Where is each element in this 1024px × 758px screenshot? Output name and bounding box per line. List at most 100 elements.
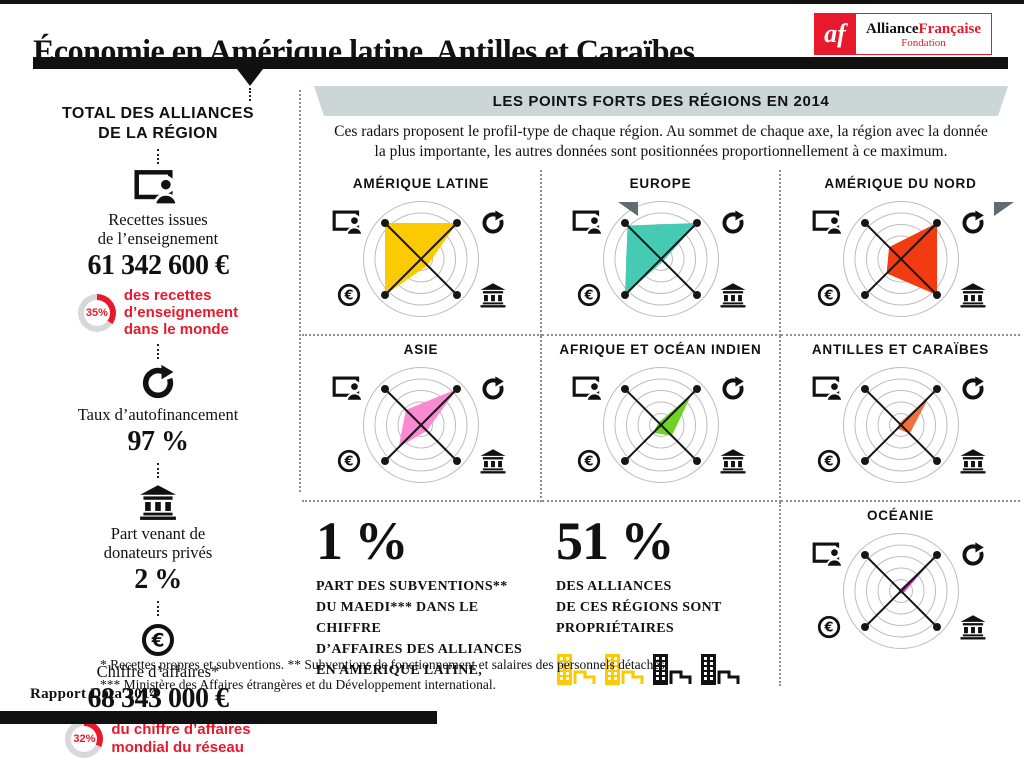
euro-icon: € (817, 284, 840, 307)
teaching-board-icon (572, 210, 603, 236)
radar-chart: € (781, 189, 1020, 334)
banner-description: Ces radars proposent le profil-type de c… (334, 123, 988, 161)
buildings-icon-row (556, 649, 773, 686)
donut-caption: du chiffre d’affaires mondial du réseau (111, 721, 251, 756)
radar-chart: € (781, 355, 1020, 500)
refresh-icon (134, 363, 182, 403)
top-rule (0, 0, 1024, 4)
stat-donut-row: 32% du chiffre d’affaires mondial du rés… (65, 719, 251, 758)
refresh-icon (482, 376, 504, 400)
refresh-icon (961, 210, 984, 234)
radar-cell-afrique-ocean-indien: AFRIQUE ET OCÉAN INDIEN € (542, 336, 781, 503)
header-rule-bar (33, 57, 1008, 69)
teaching-board-icon (134, 168, 182, 208)
stat-label: Taux d’autofinancement (77, 404, 239, 424)
logo-brand-name: AllianceFrançaise (866, 21, 981, 38)
svg-text:€: € (344, 455, 354, 470)
donut-label: 32% (73, 732, 96, 745)
dotted-connector (157, 600, 159, 616)
stat-donut-row: 35% des recettes d’enseignement dans le … (77, 286, 239, 339)
svg-text:€: € (583, 455, 593, 470)
section-banner-title: LES POINTS FORTS DES RÉGIONS EN 2014 (492, 92, 830, 110)
donut-35-pct: 35% (77, 293, 116, 332)
radar-chart: € (302, 189, 540, 334)
teaching-board-icon (812, 210, 843, 236)
svg-text:€: € (823, 455, 833, 470)
dotted-connector (157, 343, 159, 359)
dotted-connector (157, 149, 159, 164)
bank-icon (720, 449, 745, 474)
stat-value: 61 342 600 € (87, 249, 230, 281)
euro-icon: € (577, 450, 600, 473)
svg-text:€: € (823, 621, 833, 636)
building-icon (701, 654, 740, 686)
stat-value: 2 % (134, 563, 182, 595)
radar-cell-europe: EUROPE € (542, 170, 781, 337)
euro-icon: € (134, 620, 182, 660)
highlight-text: DES ALLIANCES DE CES RÉGIONS SONT PROPRI… (556, 579, 722, 637)
refresh-icon (961, 542, 984, 566)
refresh-icon (482, 210, 504, 234)
radar-cell-asie: ASIE € (302, 336, 542, 503)
stat-label: Chiffre d’affaires* (96, 661, 220, 681)
radar-chart: € (302, 355, 540, 500)
building-icon (605, 654, 644, 686)
svg-text:€: € (151, 630, 165, 651)
bank-icon (480, 449, 506, 474)
highlight-value: 1 % (316, 511, 409, 572)
dotted-separator-vertical (299, 90, 301, 492)
highlight-text: PART DES SUBVENTIONS** DU MAEDI*** DANS … (316, 579, 523, 686)
euro-icon: € (337, 284, 361, 307)
radar-cell-amerique-du-nord: AMÉRIQUE DU NORD € (781, 170, 1020, 337)
bank-icon (960, 283, 985, 308)
euro-icon: € (577, 284, 600, 307)
stat-value: 68 343 000 € (87, 682, 230, 714)
dotted-connector (249, 88, 251, 101)
radar-chart: € (542, 189, 779, 334)
teaching-board-icon (572, 376, 603, 402)
highlight-subventions: 1 % PART DES SUBVENTIONS** DU MAEDI*** D… (302, 502, 542, 686)
bank-icon (960, 449, 985, 474)
radar-grid: AMÉRIQUE LATINE € EUROPE € AMÉRIQUE DU N… (302, 170, 1020, 687)
radar-title: OCÉANIE (866, 508, 935, 524)
radar-title: AFRIQUE ET OCÉAN INDIEN (559, 342, 762, 358)
radar-title: AMÉRIQUE DU NORD (824, 176, 977, 192)
donut-32-pct: 32% (65, 719, 104, 758)
highlight-proprietaires: 51 % DES ALLIANCES DE CES RÉGIONS SONT P… (542, 502, 781, 687)
regions-panel: LES POINTS FORTS DES RÉGIONS EN 2014 Ces… (302, 86, 1020, 687)
logo-brand-red: Française (918, 20, 981, 37)
refresh-icon (721, 376, 744, 400)
radar-cell-antilles-caraibes: ANTILLES ET CARAÏBES € (781, 336, 1020, 503)
bank-icon (480, 283, 506, 308)
svg-text:€: € (823, 289, 833, 304)
highlight-value: 51 % (556, 511, 675, 572)
teaching-board-icon (134, 170, 179, 207)
teaching-board-icon (812, 376, 843, 402)
bank-icon (960, 615, 985, 640)
footnotes: * Recettes propres et subventions. ** Su… (100, 657, 668, 692)
teaching-board-icon (812, 542, 843, 568)
donut-caption: des recettes d’enseignement dans le mond… (123, 286, 239, 339)
radar-chart: € (542, 355, 779, 500)
svg-text:€: € (344, 289, 354, 304)
stat-value: 97 % (127, 425, 190, 457)
teaching-board-icon (332, 210, 364, 236)
bank-icon (720, 283, 745, 308)
header-ribbon-tail (237, 69, 263, 86)
radar-cell-amerique-latine: AMÉRIQUE LATINE € (302, 170, 542, 337)
euro-icon: € (337, 450, 361, 473)
stat-label: Recettes issues de l’enseignement (97, 210, 219, 248)
dotted-connector (157, 462, 159, 478)
svg-text:€: € (583, 289, 593, 304)
radar-title: ANTILLES ET CARAÏBES (811, 342, 990, 358)
radar-cell-oceanie: OCÉANIE € (781, 502, 1020, 674)
radar-title: AMÉRIQUE LATINE (352, 176, 490, 192)
refresh-icon (961, 376, 984, 400)
stat-label: Part venant de donateurs privés (103, 523, 213, 562)
af-monogram-icon: af (814, 13, 857, 55)
euro-icon: € (141, 623, 175, 656)
donut-label: 35% (85, 306, 108, 319)
alliance-francaise-logo: af AllianceFrançaise Fondation (814, 13, 992, 55)
section-banner: LES POINTS FORTS DES RÉGIONS EN 2014 (314, 86, 1008, 116)
building-icon (653, 654, 692, 686)
